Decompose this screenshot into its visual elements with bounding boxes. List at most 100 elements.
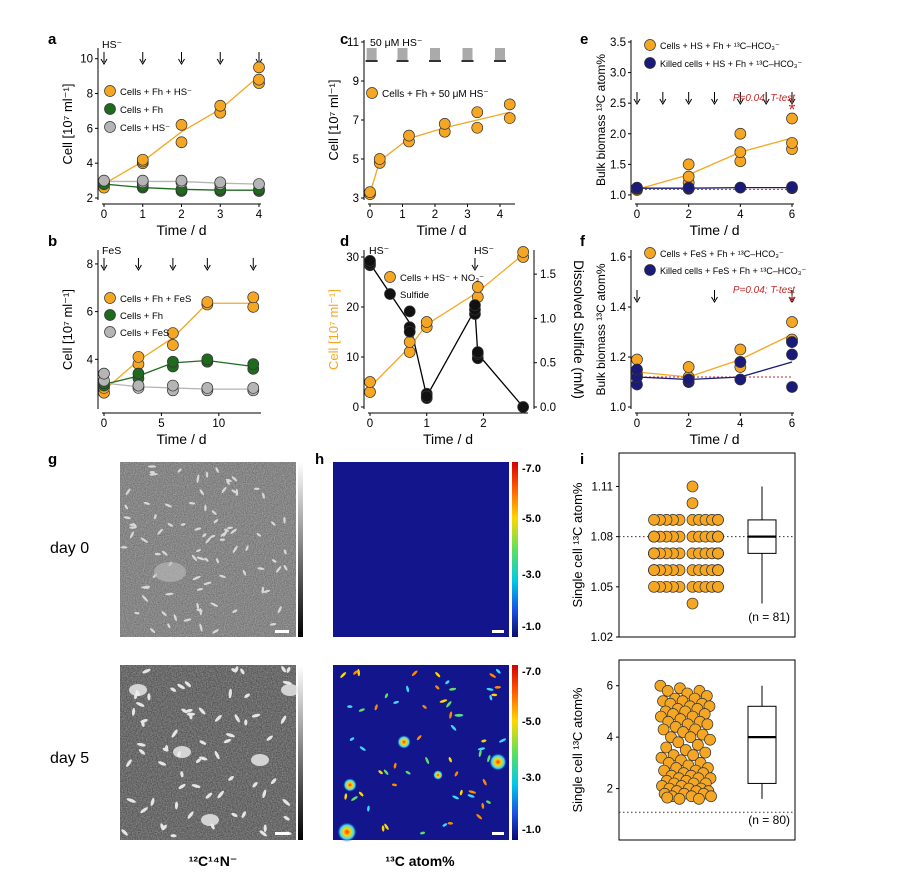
cell-13c-55	[449, 711, 453, 719]
b-series-2-point-3	[132, 379, 145, 392]
colorbar-tick-0: -7.0	[522, 463, 541, 475]
cell-13c-13	[489, 673, 496, 678]
b-legend-label-2: Cells + FeS	[120, 328, 169, 339]
e-ylabel: Bulk biomass ¹³C atom%	[594, 54, 608, 186]
cell-day0-14	[129, 531, 135, 539]
cell-day0-55	[271, 559, 277, 563]
e-legend-label-1: Killed cells + HS + Fh + ¹³C–HCO₃⁻	[660, 59, 802, 69]
panel-letter-h: h	[315, 451, 324, 468]
d-series-1-point-11	[469, 299, 481, 311]
cell-day0-63	[269, 623, 277, 626]
i-bottom-ytick-label-1: 4	[607, 732, 614, 744]
f-series-0-line	[636, 333, 793, 378]
b-series-0-point-9	[247, 291, 260, 304]
cell-day0-7	[191, 554, 198, 561]
chart-panel-i-bottom: 2 4 6 Single cell ¹³C atom% (n = 80)	[570, 659, 796, 841]
b-series-2-point-1	[98, 367, 110, 380]
c-series-0-point-11	[503, 98, 516, 111]
cell-cluster-day5-1	[281, 684, 299, 696]
cell-day0-16	[196, 602, 200, 610]
cell-day5-8	[138, 749, 146, 755]
panel-g-images: day 0 day 5 ¹²C¹⁴N⁻	[50, 462, 303, 869]
i-bottom-frame	[618, 659, 796, 841]
i-bottom-point-76	[705, 790, 717, 803]
b-series-2-point-9	[247, 382, 260, 394]
e-series-0-point-4	[682, 158, 695, 171]
f-legend-marker-0	[644, 247, 656, 259]
cell-day0-40	[210, 534, 216, 538]
d-xtick-label-1: 1	[424, 418, 430, 430]
cell-day0-48	[129, 526, 137, 529]
a-series-2-point-7	[253, 178, 265, 190]
f-ytick-label-0: 1.0	[610, 402, 626, 414]
cell-day5-52	[241, 811, 247, 818]
b-legend-marker-2	[104, 326, 116, 338]
cell-day5-17	[266, 735, 273, 741]
b-series-1-point-7	[201, 353, 214, 366]
b-ytick-label-2: 8	[87, 259, 93, 271]
cell-day0-64	[256, 532, 262, 537]
c-xtick-label-1: 1	[399, 209, 405, 221]
colorbar5-tick-1: -5.0	[522, 716, 541, 728]
cell-day0-39	[194, 527, 202, 531]
cell-day0-72	[224, 528, 229, 532]
c-pulse-block-4	[495, 48, 505, 60]
i-bottom-point-35	[672, 736, 685, 749]
e-annotation: P=0.04; T-test	[733, 93, 796, 104]
cell-day5-60	[199, 756, 208, 761]
e-ytick-label-2: 2.0	[610, 129, 626, 141]
d-ytick-right-label-1: 0.5	[540, 358, 556, 370]
i-bottom-ytick-label-2: 6	[607, 681, 613, 693]
cell-day5-69	[282, 681, 292, 685]
cell-day5-15	[282, 798, 291, 806]
a-xlabel: Time / d	[156, 222, 206, 238]
cell-day0-79	[161, 550, 168, 556]
e-ytick-label-0: 1.0	[610, 190, 626, 202]
cell-day5-16	[171, 729, 178, 738]
i-top-ylabel: Single cell ¹³C atom%	[570, 482, 585, 607]
e-legend-label-0: Cells + HS + Fh + ¹³C–HCO₃⁻	[660, 41, 780, 51]
cell-day0-54	[262, 492, 265, 499]
cell-day0-85	[263, 589, 271, 593]
i-top-point-52	[712, 547, 724, 560]
b-xtick-label-1: 5	[158, 418, 164, 430]
a-series-0-point-11	[253, 73, 265, 86]
cell-cluster-day5-4	[251, 754, 269, 766]
i-bottom-box	[747, 705, 777, 784]
i-top-ytick-label-0: 1.02	[591, 632, 613, 644]
f-series-1-point-4	[682, 373, 695, 386]
a-arrowhead-3	[216, 58, 224, 65]
b-series-1-point-3	[132, 367, 145, 380]
b-arrowhead-0	[100, 264, 108, 271]
e-arrowhead-6	[788, 98, 796, 105]
c-pulse-base-0	[365, 60, 378, 62]
e-ytick-label-4: 3.0	[610, 68, 626, 80]
i-bottom-point-41	[687, 749, 699, 761]
e-arrowhead-5	[762, 98, 770, 105]
cell-day0-44	[212, 629, 219, 634]
cell-13c-31	[481, 739, 487, 743]
colorbar-tick-3: -1.0	[522, 621, 541, 633]
caption-12c14n: ¹²C¹⁴N⁻	[189, 853, 238, 869]
c-xtick-label-3: 3	[464, 209, 470, 221]
a-arrowhead-2	[178, 58, 185, 65]
cell-13c-41	[391, 783, 397, 787]
cell-day5-45	[177, 683, 185, 690]
scalebar-h-day0	[492, 630, 504, 633]
cell-day0-37	[134, 611, 140, 615]
cell-day0-32	[253, 487, 260, 491]
cell-day5-63	[140, 718, 148, 723]
cell-day0-21	[157, 528, 163, 535]
cell-13c-6	[384, 693, 389, 699]
i-top-point-0	[686, 480, 699, 493]
cell-13c-33	[374, 704, 378, 711]
f-ytick-label-3: 1.6	[610, 252, 626, 264]
i-bottom-point-79	[661, 791, 674, 804]
cell-day0-38	[153, 514, 157, 520]
cell-13c-30	[449, 687, 457, 691]
cell-day0-84	[147, 465, 157, 468]
b-ytick-label-1: 6	[87, 307, 93, 319]
cell-13c-7	[452, 795, 459, 800]
a-ytick-label-1: 4	[87, 158, 94, 170]
e-arrowhead-2	[685, 98, 693, 105]
